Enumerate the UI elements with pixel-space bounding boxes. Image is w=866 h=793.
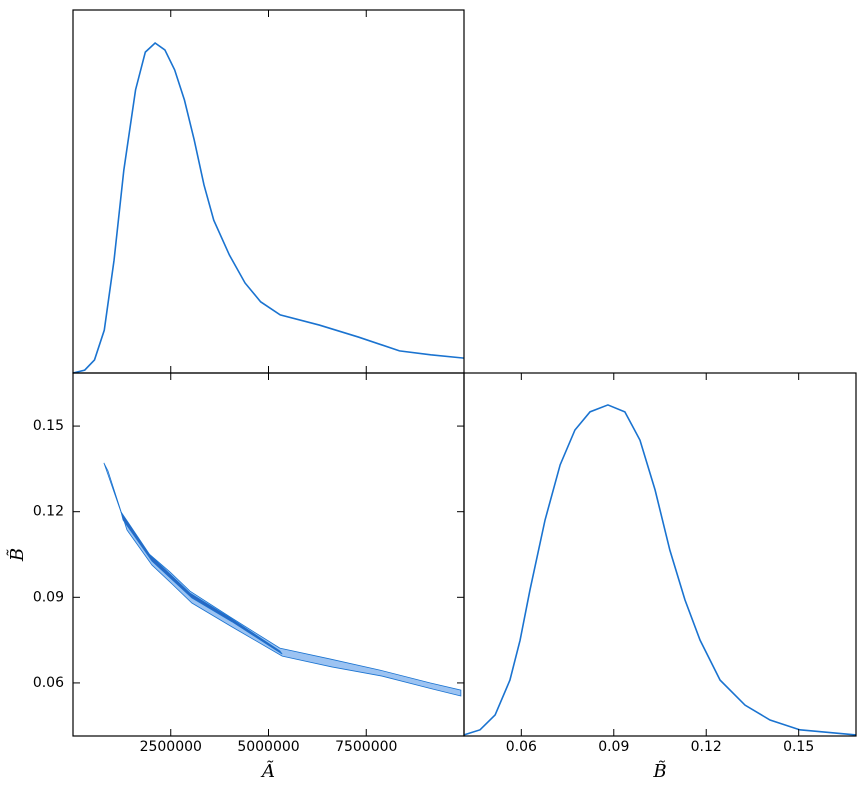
x-axis-label: B̃ [652, 760, 666, 782]
x-tick-label: 7500000 [335, 739, 397, 755]
y-tick-label: 0.09 [33, 589, 64, 605]
y-tick-label: 0.12 [33, 504, 64, 520]
x-tick-label: 0.12 [691, 739, 722, 755]
y-axis-label: B̃ [6, 548, 28, 562]
panel-frame [463, 372, 857, 737]
density-line [72, 42, 465, 374]
x-tick-label: 5000000 [237, 739, 299, 755]
x-tick-label: 0.06 [506, 739, 537, 755]
x-tick-label: 2500000 [140, 739, 202, 755]
contour-region [120, 511, 283, 655]
density-line [463, 404, 857, 736]
x-tick-label: 0.15 [783, 739, 814, 755]
x-axis-label: Ã [260, 760, 275, 782]
y-tick-label: 0.15 [33, 418, 64, 434]
x-tick-label: 0.09 [598, 739, 629, 755]
y-tick-label: 0.06 [33, 675, 64, 691]
